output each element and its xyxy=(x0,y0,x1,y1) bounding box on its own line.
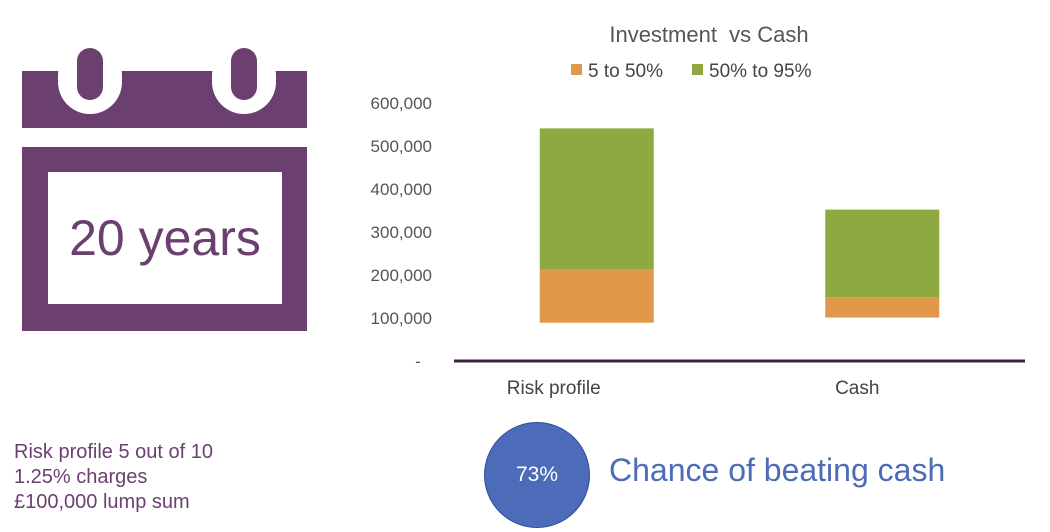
bar-high-band-cash xyxy=(825,209,940,298)
investment-vs-cash-chart: Investment vs Cash 5 to 50% 50% to 95% -… xyxy=(371,22,1025,399)
bar-high-band-risk-profile xyxy=(539,128,654,270)
legend-label-high: 50% to 95% xyxy=(709,61,812,82)
bar-low-band-risk-profile xyxy=(539,269,654,323)
y-tick-label: 400,000 xyxy=(371,180,432,199)
y-tick-label: 600,000 xyxy=(371,94,432,113)
legend-swatch-low xyxy=(571,64,582,75)
legend-swatch-high xyxy=(692,64,703,75)
y-tick-label: 300,000 xyxy=(371,223,432,242)
y-tick-label: 200,000 xyxy=(371,266,432,285)
y-tick-label: - xyxy=(415,352,421,371)
x-tick-label: Risk profile xyxy=(507,378,601,399)
calendar-duration-label: 20 years xyxy=(69,210,261,266)
calendar-ring-left xyxy=(77,48,103,100)
calendar-ring-right xyxy=(231,48,257,100)
scenario-summary: Risk profile 5 out of 10 1.25% charges £… xyxy=(14,440,213,515)
chance-percentage-value: 73% xyxy=(515,463,559,486)
chance-percentage-circle: 73% xyxy=(484,422,590,528)
legend-label-low: 5 to 50% xyxy=(588,61,663,82)
calendar-inner-panel xyxy=(48,172,282,304)
summary-charges: 1.25% charges xyxy=(14,466,148,488)
y-tick-label: 500,000 xyxy=(371,137,432,156)
chart-title: Investment vs Cash xyxy=(609,22,808,47)
summary-lump-sum: £100,000 lump sum xyxy=(14,491,190,513)
x-tick-label: Cash xyxy=(835,378,879,399)
bar-low-band-cash xyxy=(825,297,940,318)
y-tick-label: 100,000 xyxy=(371,309,432,328)
calendar-icon xyxy=(22,46,307,331)
chance-label: Chance of beating cash xyxy=(609,452,946,488)
summary-risk-profile: Risk profile 5 out of 10 xyxy=(14,441,213,463)
